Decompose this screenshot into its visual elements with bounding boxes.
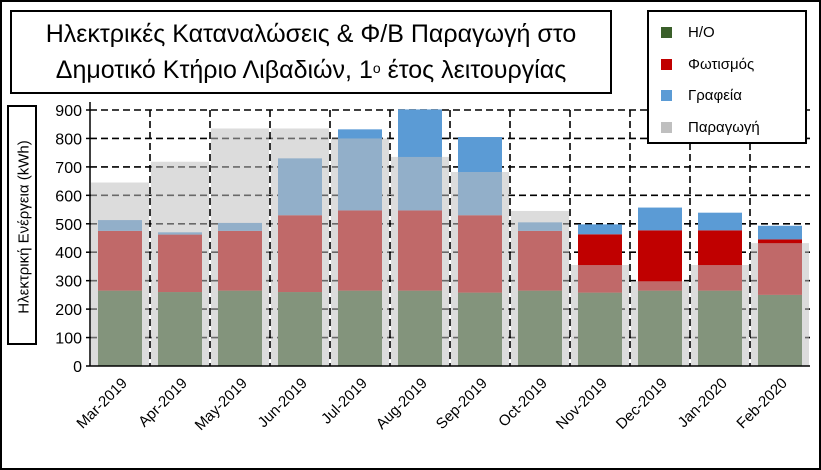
y-tick-label: 900 (55, 103, 82, 120)
bar-production (151, 161, 209, 366)
x-tick-label: Mar-2019 (73, 375, 130, 432)
y-tick-label: 0 (73, 359, 82, 376)
x-tick-label: Feb-2020 (733, 375, 790, 432)
bar-segment (638, 230, 682, 291)
chart-title-superscript: ο (372, 60, 381, 76)
bar-production (571, 265, 629, 366)
chart-title-line-1: Ηλεκτρικές Καταναλώσεις & Φ/Β Παραγωγή σ… (45, 20, 577, 48)
y-tick-label: 100 (55, 331, 82, 348)
legend-swatch-ho (661, 26, 672, 38)
bar-production (751, 243, 809, 366)
y-tick-label: 300 (55, 274, 82, 291)
x-tick-label: Dec-2019 (613, 375, 671, 433)
bar-production (211, 128, 269, 366)
y-tick-label: 600 (55, 188, 82, 205)
chart-title-line-2: Δημοτικό Κτήριο Λιβαδιών, 1ο έτος λειτου… (56, 52, 567, 88)
x-tick-label: Apr-2019 (135, 375, 191, 431)
legend-swatch-production (661, 121, 672, 133)
legend-item-ho: Η/Ο (661, 22, 715, 42)
legend-swatch-offices (661, 89, 672, 101)
y-tick-label: 500 (55, 217, 82, 234)
legend-swatch-lighting (661, 58, 672, 70)
chart-title-line-2-main: Δημοτικό Κτήριο Λιβαδιών, 1 (55, 56, 373, 84)
y-axis-label-box: Ηλεκτρική Ενέργεια (kWh) (7, 105, 37, 345)
y-tick-label: 800 (55, 131, 82, 148)
legend-label-offices: Γραφεία (688, 86, 742, 104)
bar-segment (638, 207, 682, 231)
x-tick-label: Jan-2020 (675, 375, 731, 431)
bar-segment (578, 224, 622, 235)
chart-legend: Η/Ο Φωτισμός Γραφεία Παραγωγή (647, 10, 807, 144)
x-tick-label: Sep-2019 (433, 375, 491, 433)
bar-production (691, 265, 749, 366)
y-tick-label: 700 (55, 160, 82, 177)
legend-label-ho: Η/Ο (688, 23, 715, 41)
bar-production (391, 156, 449, 366)
chart-title: Ηλεκτρικές Καταναλώσεις & Φ/Β Παραγωγή σ… (10, 10, 612, 94)
legend-label-production: Παραγωγή (688, 118, 760, 136)
bar-production (631, 281, 689, 366)
y-tick-label: 400 (55, 245, 82, 262)
x-tick-label: Jul-2019 (318, 375, 371, 428)
legend-label-lighting: Φωτισμός (688, 55, 755, 73)
bar-production (331, 138, 389, 366)
bar-production (451, 172, 509, 366)
x-tick-label: Jun-2019 (255, 375, 311, 431)
legend-item-lighting: Φωτισμός (661, 54, 754, 74)
bar-production (511, 210, 569, 366)
y-tick-label: 200 (55, 302, 82, 319)
y-axis-label: Ηλεκτρική Ενέργεια (kWh) (15, 140, 33, 314)
bar-production (271, 128, 329, 366)
chart-title-line-2-end: έτος λειτουργίας (380, 56, 567, 84)
bar-segment (698, 212, 742, 231)
x-tick-label: Nov-2019 (553, 375, 611, 433)
x-tick-label: Aug-2019 (373, 375, 431, 433)
legend-item-offices: Γραφεία (661, 85, 742, 105)
bar-segment (758, 225, 802, 240)
x-tick-label: Oct-2019 (495, 375, 551, 431)
x-tick-label: May-2019 (192, 375, 251, 434)
legend-item-production: Παραγωγή (661, 117, 760, 137)
bar-production (91, 182, 149, 366)
